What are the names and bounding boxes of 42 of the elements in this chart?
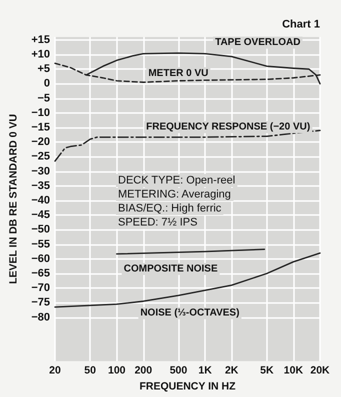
y-tick-label: −30	[31, 165, 50, 178]
y-axis-title: LEVEL IN DB RE STANDARD 0 VU	[8, 114, 20, 284]
x-tick-label: 10K	[284, 364, 304, 377]
y-tick-label: −65	[31, 268, 50, 280]
y-tick-label: −80	[31, 311, 50, 324]
x-tick-label: 50	[84, 364, 96, 377]
y-tick-label: −70	[31, 282, 50, 294]
y-tick-label: −5	[37, 92, 50, 104]
y-tick-label: +10	[31, 48, 50, 61]
y-tick-label: −40	[31, 194, 50, 207]
x-axis-title: FREQUENCY IN HZ	[139, 380, 236, 392]
series-label: METER 0 VU	[148, 68, 208, 79]
series-label: FREQUENCY RESPONSE (−20 VU)	[146, 122, 310, 133]
series-label: TAPE OVERLOAD	[215, 37, 300, 48]
annotation: METERING: Averaging	[118, 188, 231, 200]
x-tick-label: 200	[134, 364, 152, 377]
y-tick-label: −15	[31, 122, 50, 134]
x-tick-label: 500	[170, 364, 188, 377]
y-tick-label: −10	[31, 106, 50, 119]
annotation: BIAS/EQ.: High ferric	[118, 202, 222, 214]
y-tick-label: −55	[31, 238, 50, 250]
x-tick-label: 20	[49, 364, 61, 377]
y-tick-label: 0	[44, 78, 50, 90]
y-tick-label: −35	[31, 180, 50, 192]
annotation: DECK TYPE: Open-reel	[118, 174, 236, 186]
x-tick-label: 5K	[260, 364, 274, 377]
x-tick-label: 20K	[310, 364, 330, 377]
x-tick-label: 100	[108, 364, 126, 377]
x-tick-label: 2K	[224, 364, 239, 377]
y-tick-label: +15	[31, 34, 50, 46]
y-tick-label: −75	[31, 296, 50, 309]
y-tick-label: −50	[31, 224, 50, 236]
y-tick-label: −45	[31, 209, 50, 222]
y-tick-label: +5	[37, 63, 50, 76]
series-label: COMPOSITE NOISE	[124, 263, 218, 274]
y-tick-label: −25	[31, 150, 50, 163]
chart-title: Chart 1	[282, 18, 320, 30]
y-tick-label: −20	[31, 136, 50, 148]
x-tick-label: 1K	[198, 364, 212, 377]
y-tick-label: −60	[31, 252, 50, 265]
annotation: SPEED: 7½ IPS	[118, 216, 198, 228]
series-label: NOISE (⅓-OCTAVES)	[140, 308, 240, 319]
